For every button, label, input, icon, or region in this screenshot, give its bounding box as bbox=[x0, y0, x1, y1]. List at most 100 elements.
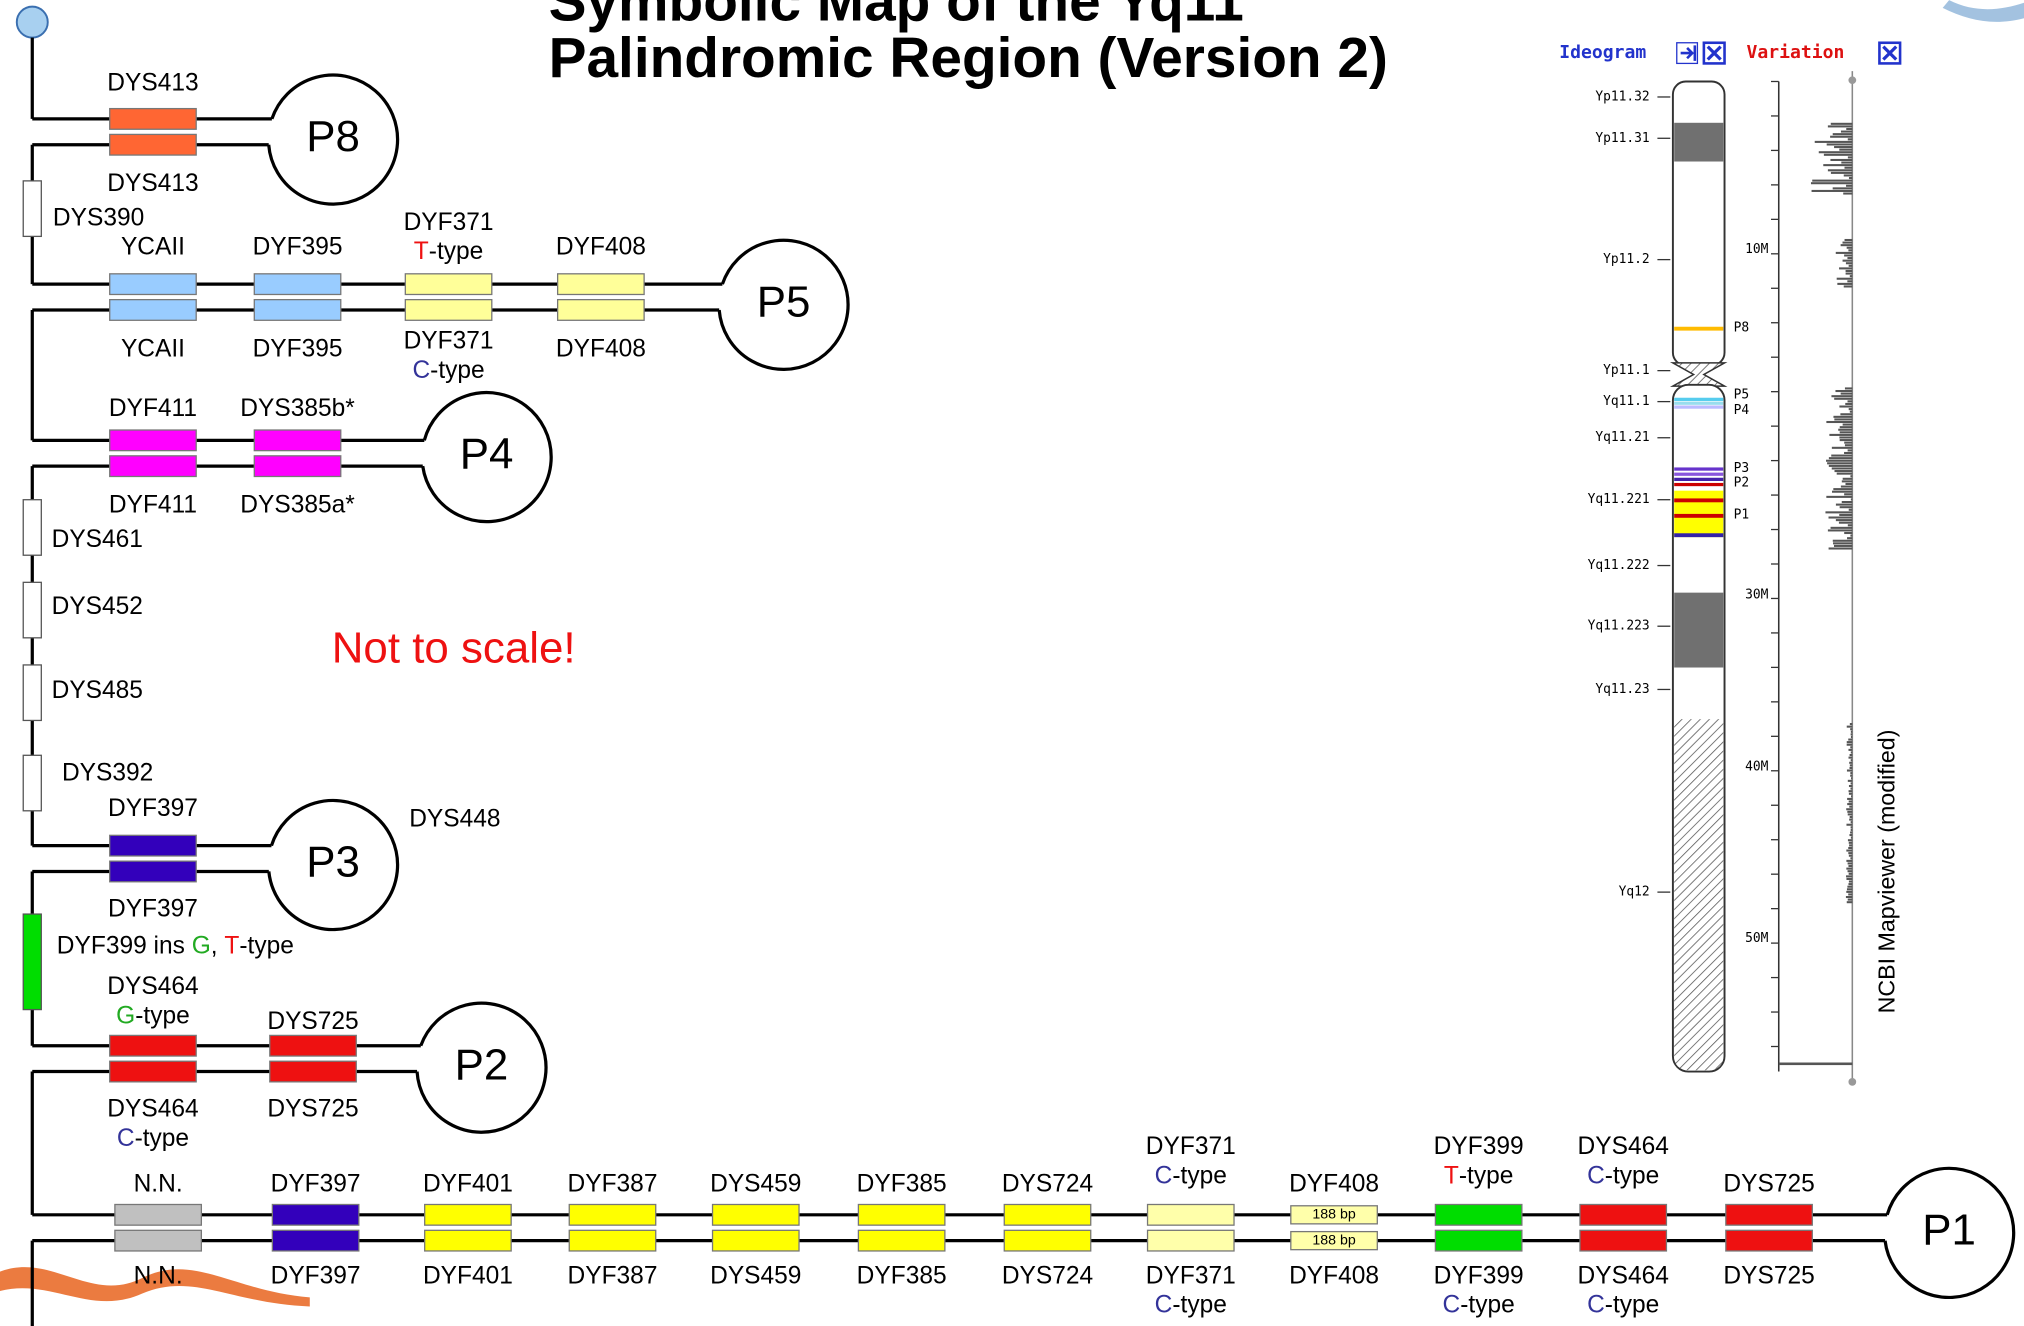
ideogram-marker: P4 bbox=[1734, 403, 1750, 418]
variation-bar bbox=[1834, 470, 1853, 473]
marker-label: DYF395 bbox=[253, 335, 343, 362]
marker-label: DYS724 bbox=[1002, 1262, 1093, 1289]
type-part: -type bbox=[1172, 1292, 1227, 1319]
variation-bar bbox=[1849, 805, 1853, 808]
single-marker bbox=[22, 754, 42, 812]
variation-bar bbox=[1827, 125, 1853, 128]
variation-bar bbox=[1848, 738, 1853, 741]
marker-box bbox=[404, 298, 493, 321]
label-part: DYS392 bbox=[62, 760, 153, 787]
variation-bar bbox=[1846, 859, 1853, 862]
variation-bar bbox=[1847, 839, 1853, 842]
marker-label: DYF408 bbox=[1289, 1262, 1379, 1289]
variation-bar bbox=[1846, 725, 1853, 728]
variation-bar bbox=[1810, 182, 1853, 185]
variation-bar bbox=[1850, 735, 1853, 738]
variation-bar bbox=[1848, 883, 1853, 886]
variation-bar bbox=[1847, 449, 1853, 452]
corner-decoration bbox=[1942, 0, 2024, 22]
variation-bar bbox=[1846, 184, 1853, 187]
variation-bar bbox=[1834, 397, 1853, 400]
icon-arrow-glyph bbox=[1680, 45, 1697, 61]
variation-bar bbox=[1847, 797, 1853, 800]
single-marker bbox=[22, 664, 42, 722]
variation-bar bbox=[1850, 857, 1853, 860]
variation-bar bbox=[1850, 730, 1853, 733]
variation-bar bbox=[1831, 454, 1853, 457]
marker-label: DYF408 bbox=[556, 335, 646, 362]
variation-bar bbox=[1846, 888, 1853, 891]
palindrome-name: P8 bbox=[306, 112, 360, 161]
type-part: G bbox=[116, 1003, 135, 1030]
marker-type: T-type bbox=[1444, 1163, 1513, 1190]
variation-bar bbox=[1847, 898, 1853, 901]
band-line bbox=[1674, 401, 1724, 405]
label-part: DYS452 bbox=[52, 594, 143, 621]
marker-label: DYS413 bbox=[107, 170, 198, 197]
marker-box bbox=[109, 429, 197, 452]
variation-bar bbox=[1842, 477, 1853, 480]
variation-bar bbox=[1849, 410, 1853, 413]
single-marker bbox=[22, 913, 42, 1011]
scale-label: 40M bbox=[1745, 759, 1769, 774]
variation-bar bbox=[1843, 192, 1853, 195]
variation-header: Variation bbox=[1746, 42, 1844, 63]
marker-box bbox=[1725, 1203, 1813, 1226]
marker-label: DYS724 bbox=[1002, 1171, 1093, 1198]
variation-bar bbox=[1847, 810, 1853, 813]
variation-bar bbox=[1827, 529, 1853, 532]
marker-label: DYF371 bbox=[1146, 1133, 1236, 1160]
variation-bar bbox=[1844, 451, 1853, 455]
type-part: C bbox=[117, 1125, 135, 1152]
variation-bar bbox=[1823, 153, 1853, 156]
type-part: -type bbox=[135, 1125, 190, 1152]
variation-bar bbox=[1848, 854, 1853, 857]
marker-box bbox=[109, 455, 197, 478]
type-part: -type bbox=[429, 239, 484, 266]
loop bbox=[415, 1001, 548, 1134]
marker-label: YCAII bbox=[121, 335, 185, 362]
type-part: -type bbox=[1605, 1163, 1660, 1190]
label-part: G bbox=[192, 933, 211, 960]
marker-box bbox=[109, 1060, 197, 1083]
marker-box bbox=[857, 1229, 946, 1252]
variation-bar bbox=[1812, 179, 1853, 182]
variation-bar bbox=[1850, 746, 1853, 749]
variation-bar bbox=[1849, 844, 1853, 847]
variation-bar bbox=[1848, 177, 1853, 180]
variation-bar bbox=[1850, 821, 1853, 824]
variation-bar bbox=[1778, 1062, 1853, 1066]
variation-bar bbox=[1850, 782, 1853, 785]
marker-box bbox=[1434, 1229, 1523, 1252]
type-part: C bbox=[412, 357, 430, 384]
single-label: DYF399 ins G, T-type bbox=[57, 933, 294, 960]
variation-bar bbox=[1847, 870, 1853, 873]
marker-box bbox=[1579, 1229, 1668, 1252]
variation-bar bbox=[1851, 777, 1853, 780]
marker-label: DYS459 bbox=[710, 1171, 801, 1198]
marker-box bbox=[253, 273, 342, 296]
marker-label: DYS385a* bbox=[240, 492, 355, 519]
marker-label: DYS464 bbox=[1578, 1262, 1669, 1289]
variation-bar bbox=[1843, 285, 1853, 288]
type-part: -type bbox=[1460, 1292, 1515, 1319]
variation-bar bbox=[1839, 436, 1853, 439]
variation-bar bbox=[1831, 490, 1853, 493]
marker-box bbox=[253, 429, 342, 452]
variation-bar bbox=[1839, 431, 1853, 434]
variation-bar bbox=[1849, 766, 1853, 769]
variation-bar bbox=[1849, 275, 1853, 278]
variation-bar bbox=[1839, 426, 1853, 429]
variation-bar bbox=[1830, 171, 1853, 174]
marker-label: DYF401 bbox=[423, 1171, 513, 1198]
marker-label: DYF401 bbox=[423, 1262, 513, 1289]
variation-bar bbox=[1850, 828, 1853, 831]
marker-label: DYS725 bbox=[1723, 1262, 1814, 1289]
variation-bar bbox=[1838, 428, 1853, 431]
variation-bar bbox=[1848, 784, 1853, 788]
marker-box bbox=[711, 1203, 800, 1226]
marker-box bbox=[253, 298, 342, 321]
variation-bar bbox=[1850, 759, 1853, 762]
marker-label: DYF371 bbox=[404, 328, 494, 355]
variation-bar bbox=[1848, 880, 1853, 883]
